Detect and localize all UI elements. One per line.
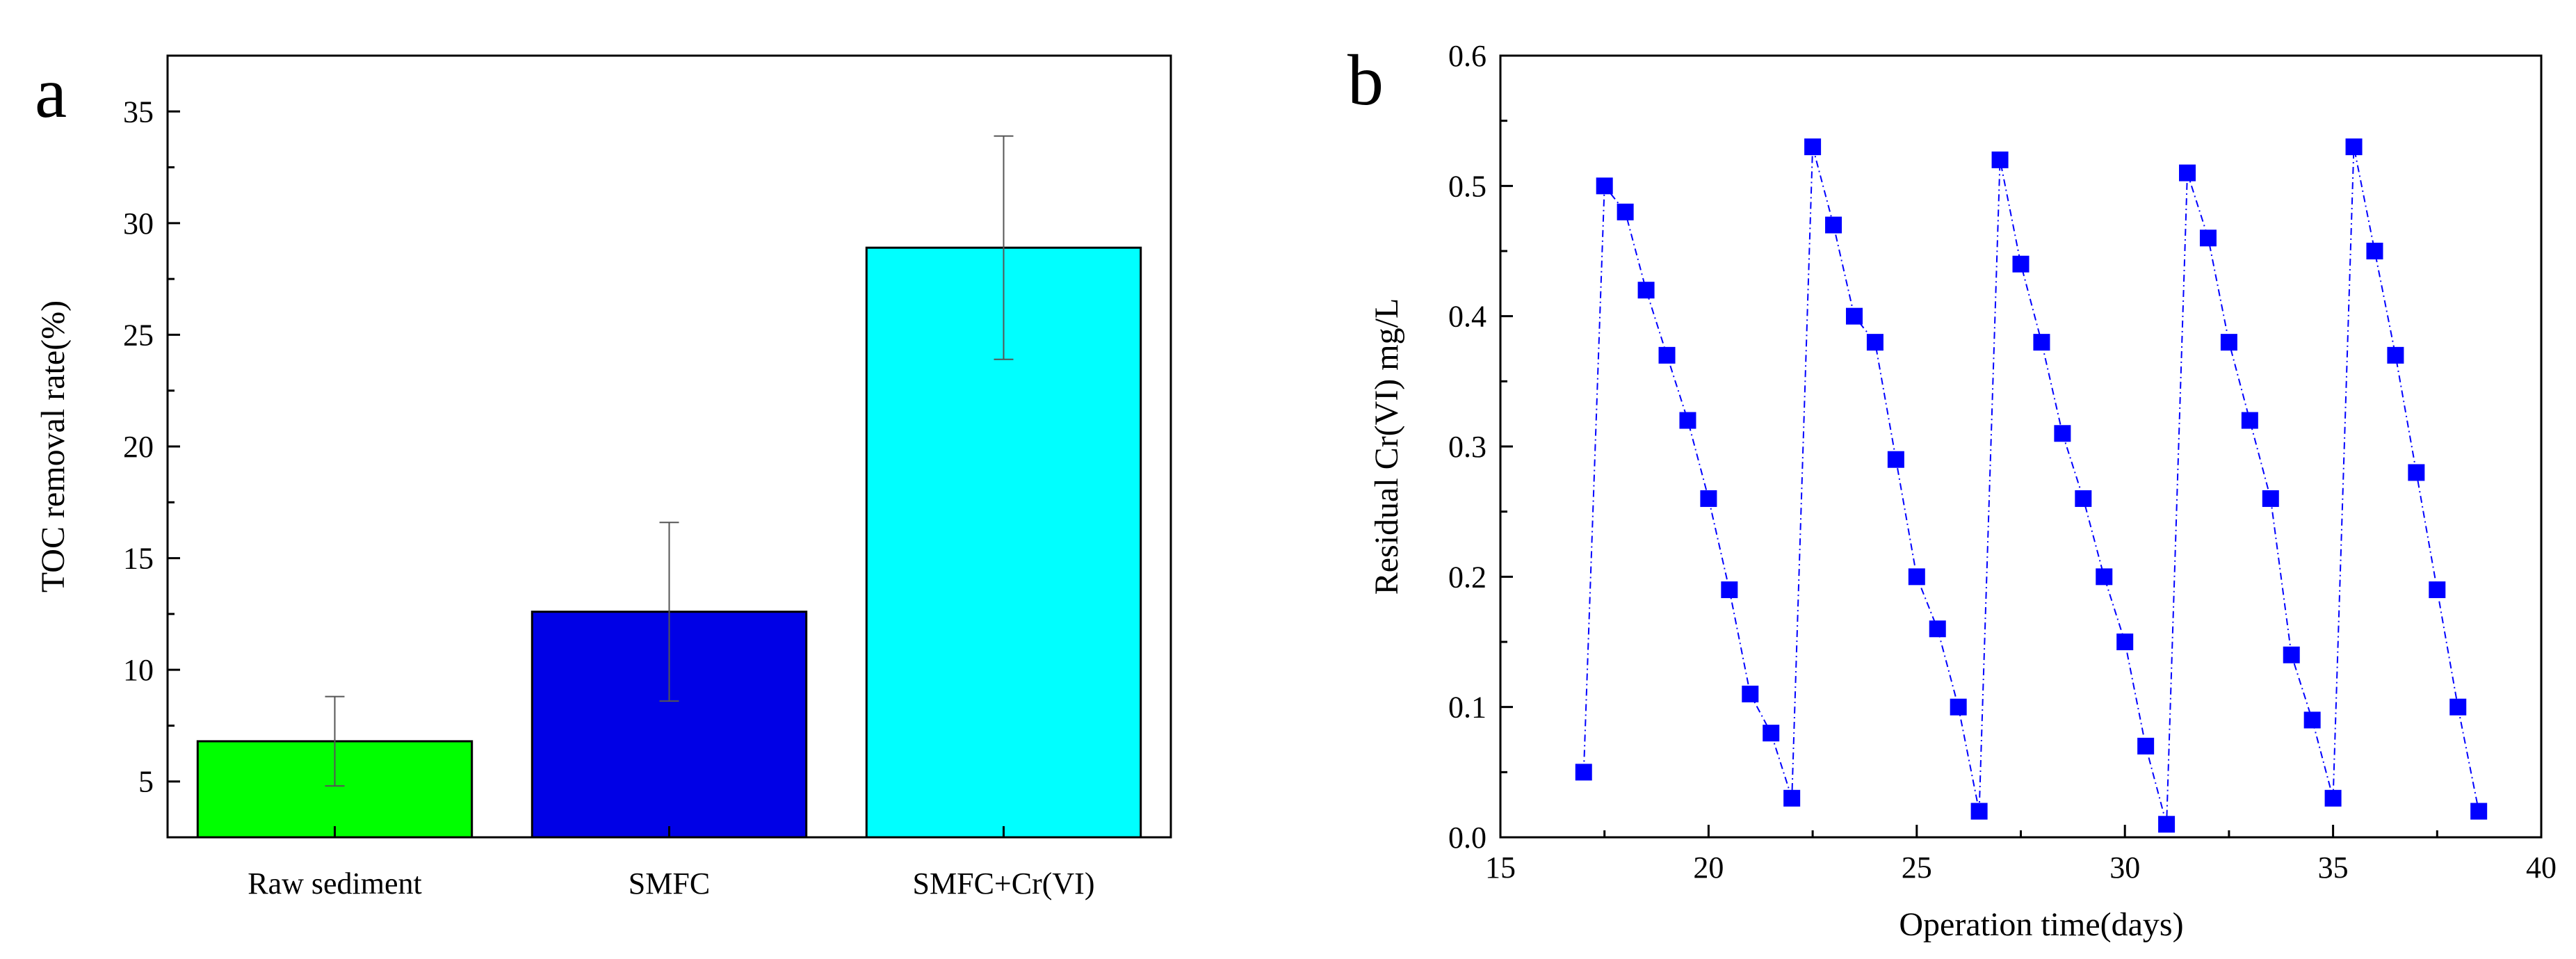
- y-tick-label: 5: [138, 765, 154, 799]
- data-point-marker: [2179, 164, 2196, 182]
- y-tick-label: 25: [123, 318, 154, 352]
- x-tick-label: 25: [1902, 851, 1932, 885]
- panel-b-x-axis-title: Operation time(days): [1899, 906, 2183, 943]
- data-point-marker: [1637, 282, 1655, 299]
- panel-a-label: a: [35, 53, 67, 133]
- data-point-marker: [1721, 581, 1738, 599]
- data-point-marker: [1866, 334, 1884, 351]
- data-point-marker: [2012, 255, 2030, 273]
- x-category-label: Raw sediment: [248, 867, 422, 901]
- x-tick-label: 15: [1485, 851, 1516, 885]
- panel-b-y-axis-title: Residual Cr(VI) mg/L: [1368, 298, 1405, 595]
- panel-a-y-axis-title: TOC removal rate(%): [35, 300, 72, 593]
- y-tick-label: 0.2: [1448, 560, 1487, 594]
- data-point-marker: [2033, 334, 2050, 351]
- data-point-marker: [2116, 634, 2134, 650]
- y-tick-label: 35: [123, 95, 154, 129]
- data-point-marker: [2262, 490, 2279, 507]
- x-tick-label: 20: [1693, 851, 1724, 885]
- data-point-marker: [1596, 177, 1613, 195]
- data-point-marker: [2283, 646, 2300, 663]
- data-point-marker: [1991, 151, 2009, 168]
- panel-b-x-axis: 15 20 25 30 35 40: [1485, 825, 2557, 885]
- data-point-marker: [2408, 464, 2425, 481]
- data-point-marker: [2303, 711, 2321, 729]
- panel-b-label: b: [1347, 40, 1384, 120]
- x-tick-label: 30: [2109, 851, 2140, 885]
- data-point-marker: [1783, 789, 1801, 807]
- data-point-marker: [1575, 764, 1592, 781]
- data-point-marker: [1887, 451, 1904, 468]
- data-point-marker: [1617, 203, 1634, 220]
- data-point-marker: [1763, 725, 1780, 742]
- x-tick-label: 35: [2318, 851, 2349, 885]
- data-point-marker: [2054, 425, 2071, 442]
- data-point-marker: [2158, 816, 2176, 833]
- data-point-marker: [2096, 568, 2113, 586]
- x-tick-label: 40: [2526, 851, 2557, 885]
- data-point-marker: [1908, 568, 1925, 586]
- data-point-marker: [2324, 789, 2342, 807]
- data-point-marker: [2345, 138, 2363, 156]
- data-point-marker: [1929, 620, 1946, 638]
- panel-b-line-chart: b 0.0 0.1 0.2 0.3 0.4 0.5 0.6 15 20 25 30 35 40 Ope…: [1347, 39, 2557, 943]
- y-tick-label: 10: [123, 653, 154, 687]
- y-tick-label: 15: [123, 542, 154, 576]
- data-point-marker: [2075, 490, 2092, 507]
- data-point-marker: [1658, 346, 1676, 364]
- data-point-marker: [1970, 803, 1988, 820]
- data-point-marker: [2199, 229, 2217, 247]
- data-point-marker: [1845, 307, 1863, 325]
- panel-a-y-axis: 5 10 15 20 25 30 35: [123, 95, 180, 799]
- data-point-marker: [2429, 581, 2446, 599]
- y-tick-label: 0.5: [1448, 169, 1487, 203]
- data-point-marker: [2449, 698, 2467, 716]
- y-tick-label: 0.1: [1448, 691, 1487, 725]
- panel-b-plot-frame: [1499, 54, 2543, 839]
- panel-a-x-axis: Raw sediment SMFC SMFC+Cr(VI): [248, 826, 1094, 901]
- data-point-marker: [1679, 412, 1696, 429]
- data-point-marker: [2137, 737, 2155, 755]
- y-tick-label: 20: [123, 430, 154, 464]
- x-category-label: SMFC+Cr(VI): [913, 867, 1095, 901]
- x-category-label: SMFC: [629, 867, 710, 901]
- data-point-marker: [2470, 803, 2488, 820]
- data-point-marker: [1825, 216, 1842, 234]
- panel-a-bar-chart: a 5 10 15 20 25 30 35 Raw sediment SMFC SMFC+Cr(…: [35, 53, 1172, 901]
- panel-b-series: [1575, 138, 2488, 833]
- y-tick-label: 30: [123, 207, 154, 241]
- y-tick-label: 0.3: [1448, 430, 1487, 464]
- panel-b-y-axis: 0.0 0.1 0.2 0.3 0.4 0.5 0.6: [1448, 39, 1513, 855]
- data-point-marker: [1804, 138, 1822, 156]
- data-point-marker: [2220, 334, 2237, 351]
- data-point-marker: [2387, 346, 2404, 364]
- series-line: [1582, 146, 2480, 825]
- data-point-marker: [1700, 490, 1717, 507]
- data-point-marker: [1950, 698, 1967, 716]
- data-point-marker: [1742, 685, 1759, 702]
- data-point-marker: [2241, 412, 2258, 429]
- y-tick-label: 0.4: [1448, 300, 1487, 334]
- panel-a-error-bars: [325, 135, 1014, 787]
- data-point-marker: [2366, 243, 2383, 259]
- y-tick-label: 0.0: [1448, 821, 1487, 855]
- y-tick-label: 0.6: [1448, 39, 1487, 73]
